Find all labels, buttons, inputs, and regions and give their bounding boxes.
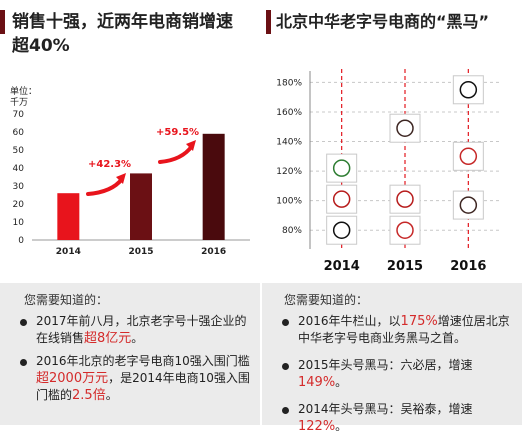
left-title-accent	[0, 10, 5, 34]
logo-frame	[452, 190, 484, 220]
bar-2014	[57, 193, 80, 240]
highlight-value: 2.5倍	[72, 388, 106, 403]
right-bullet-3: 2014年头号黑马：吴裕泰，增速122%。	[280, 401, 516, 435]
logo-mark	[332, 190, 351, 208]
x-tick-label: 2014	[324, 259, 360, 274]
growth-label: +59.5%	[156, 127, 199, 138]
bullet-dot	[20, 319, 27, 326]
left-bullet-2: 2016年北京的老字号电商10强入围门槛超2000万元，是2014年电商10强入…	[18, 353, 250, 404]
unit-label-2: 千万	[10, 97, 28, 108]
bullet-dot	[282, 363, 289, 370]
left-title-line1: 销售十强，近两年电商销增速	[12, 12, 233, 32]
growth-arrowhead	[186, 140, 196, 151]
growth-arrow	[86, 177, 124, 196]
dot-x-axis: 2014 2015 2016	[324, 259, 487, 274]
y-tick-label: 10	[13, 218, 25, 228]
highlight-value: 122%	[298, 419, 336, 434]
y-tick-label: 20	[13, 200, 25, 210]
y-tick-label: 50	[13, 146, 25, 156]
right-title-accent	[266, 10, 271, 34]
right-bullet-1: 2016年牛栏山，以175%增速位居北京中华老字号电商业务黑马之首。	[280, 313, 516, 347]
bar-2015	[130, 173, 152, 240]
logo-mark	[332, 221, 351, 239]
x-tick-label: 2015	[128, 247, 153, 257]
logo-frame	[326, 215, 358, 245]
y-tick-label: 30	[13, 182, 25, 192]
left-bullets: 2017年前八月，北京老字号十强企业的在线销售超8亿元。 2016年北京的老字号…	[18, 313, 250, 410]
logo-mark	[332, 159, 351, 177]
logo-mark	[396, 221, 414, 239]
dot-y-axis: 80% 100% 120% 140% 160% 180%	[276, 71, 311, 249]
left-bullet-1: 2017年前八月，北京老字号十强企业的在线销售超8亿元。	[18, 313, 250, 347]
left-title: 销售十强，近两年电商销增速 超40%	[12, 10, 257, 58]
logo-frame	[389, 184, 421, 214]
logo-point	[452, 141, 484, 171]
left-title-line2: 超40%	[12, 36, 70, 56]
left-intro: 您需要知道的：	[24, 293, 109, 307]
bar-chart: 单位： 千万 0 10 20 30 40 50 60 70 +42.3% +59.5% 2014…	[10, 85, 250, 257]
right-notes-box: 您需要知道的： 2016年牛栏山，以175%增速位居北京中华老字号电商业务黑马之…	[262, 283, 522, 434]
y-tick-label: 120%	[276, 167, 302, 177]
logo-point	[326, 215, 358, 245]
growth-annotations: +42.3% +59.5%	[86, 127, 199, 196]
growth-label: +42.3%	[88, 159, 131, 170]
x-tick-label: 2015	[387, 259, 423, 274]
bar-x-axis: 2014 2015 2016	[56, 247, 226, 257]
logo-mark	[459, 147, 478, 166]
right-bullets: 2016年牛栏山，以175%增速位居北京中华老字号电商业务黑马之首。 2015年…	[280, 313, 516, 441]
highlight-value: 超2000万元	[36, 371, 109, 386]
y-tick-label: 70	[13, 110, 25, 120]
logo-mark	[396, 190, 414, 208]
bullet-dot	[282, 319, 289, 326]
y-tick-label: 160%	[276, 108, 302, 118]
x-tick-label: 2014	[56, 247, 81, 257]
logo-mark	[459, 81, 478, 99]
y-tick-label: 100%	[276, 197, 302, 207]
dark-horse-chart: 80% 100% 120% 140% 160% 180% 2014 2015 2016	[276, 69, 500, 274]
y-tick-label: 80%	[282, 226, 302, 236]
y-tick-label: 140%	[276, 138, 302, 148]
logo-point	[452, 75, 484, 105]
logo-point	[452, 190, 484, 220]
left-notes-box: 您需要知道的： 2017年前八月，北京老字号十强企业的在线销售超8亿元。 201…	[0, 283, 260, 425]
y-tick-label: 40	[13, 164, 25, 174]
right-bullet-2: 2015年头号黑马：六必居，增速149%。	[280, 357, 516, 391]
logo-point	[326, 184, 358, 214]
highlight-value: 超8亿元	[84, 331, 132, 346]
growth-arrow	[158, 144, 194, 164]
logo-point	[389, 215, 421, 245]
growth-arrowhead	[116, 173, 126, 184]
logo-frame	[452, 75, 484, 105]
unit-label-1: 单位：	[10, 85, 37, 97]
x-tick-label: 2016	[450, 259, 486, 274]
logo-points	[326, 75, 484, 245]
logo-frame	[326, 153, 358, 183]
logo-frame	[389, 113, 421, 143]
bullet-dot	[282, 407, 289, 414]
y-tick-label: 0	[18, 236, 24, 246]
y-tick-label: 60	[13, 128, 25, 138]
logo-mark	[459, 196, 478, 214]
logo-mark	[396, 119, 414, 137]
right-panel: 北京中华老字号电商的“黑马” 80% 100% 120% 140% 160% 180% 2…	[262, 0, 522, 434]
logo-frame	[389, 215, 421, 245]
highlight-value: 149%	[298, 375, 336, 390]
y-tick-label: 180%	[276, 78, 302, 88]
logo-point	[389, 184, 421, 214]
logo-frame	[326, 184, 358, 214]
highlight-value: 175%	[400, 314, 438, 329]
bar-series	[57, 133, 225, 240]
right-title: 北京中华老字号电商的“黑马”	[276, 12, 490, 31]
x-tick-label: 2016	[201, 247, 226, 257]
right-intro: 您需要知道的：	[284, 293, 369, 307]
bullet-dot	[20, 359, 27, 366]
bar-2016	[202, 133, 225, 240]
logo-frame	[452, 141, 484, 171]
logo-point	[389, 113, 421, 143]
left-panel: 销售十强，近两年电商销增速 超40% 单位： 千万 0 10 20 30 40 50 60 7…	[0, 0, 260, 425]
logo-point	[326, 153, 358, 183]
